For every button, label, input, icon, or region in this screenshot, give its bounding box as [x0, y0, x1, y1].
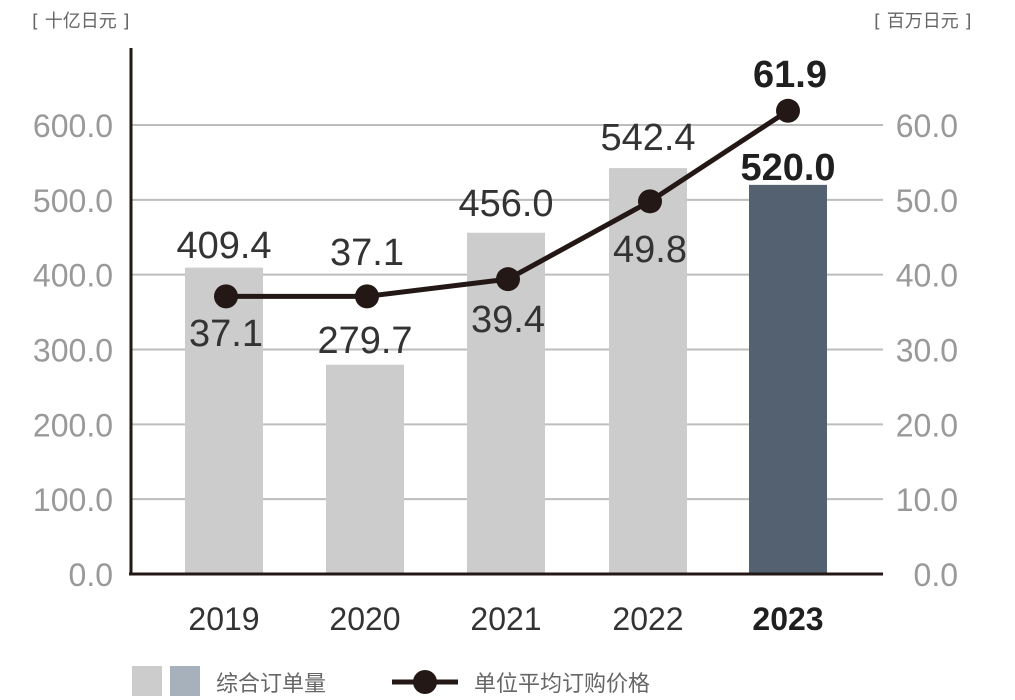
bar-value-label: 456.0 — [458, 183, 553, 225]
legend-bar-label: 综合订单量 — [216, 672, 326, 697]
category-label: 2022 — [612, 601, 683, 637]
legend-line-label: 单位平均订购价格 — [474, 672, 650, 697]
left-tick-label: 0.0 — [69, 557, 113, 593]
right-tick-label: 60.0 — [896, 108, 958, 144]
left-tick-label: 500.0 — [33, 183, 113, 219]
line-marker — [776, 98, 800, 123]
legend-bar-swatch — [132, 666, 162, 696]
line-value-label: 37.1 — [330, 232, 404, 274]
left-tick-label: 200.0 — [33, 407, 113, 443]
right-tick-label: 30.0 — [896, 333, 958, 369]
left-tick-label: 100.0 — [33, 482, 113, 518]
line-marker — [496, 267, 520, 292]
right-tick-label: 0.0 — [914, 557, 958, 593]
bar — [749, 184, 827, 574]
left-tick-label: 300.0 — [33, 333, 113, 369]
category-label: 2019 — [188, 601, 259, 637]
x-axis-categories: 2019 2020 2021 2022 2023 — [188, 601, 823, 637]
bar — [185, 267, 263, 574]
line-marker — [638, 189, 662, 214]
right-tick-label: 50.0 — [896, 183, 958, 219]
right-axis-unit: [ 百万日元 ] — [874, 11, 972, 32]
left-axis-unit: [ 十亿日元 ] — [32, 11, 130, 32]
right-tick-label: 40.0 — [896, 258, 958, 294]
category-label: 2021 — [470, 601, 541, 637]
bar-series: 409.4 279.7 456.0 542.4 520.0 — [176, 117, 836, 574]
bar — [326, 364, 404, 574]
line-series: 37.1 37.1 39.4 49.8 61.9 — [189, 54, 827, 355]
bar-value-label: 542.4 — [600, 117, 695, 159]
line-value-label: 39.4 — [471, 299, 545, 341]
right-axis-ticks: 0.0 10.0 20.0 30.0 40.0 50.0 60.0 — [896, 108, 958, 593]
left-tick-label: 600.0 — [33, 108, 113, 144]
legend: 综合订单量 单位平均订购价格 — [132, 666, 650, 697]
bar-value-label: 279.7 — [317, 320, 412, 362]
left-tick-label: 400.0 — [33, 258, 113, 294]
legend-line-marker — [413, 670, 437, 694]
bar-value-label: 409.4 — [176, 225, 271, 267]
right-tick-label: 20.0 — [896, 407, 958, 443]
left-axis-ticks: 0.0 100.0 200.0 300.0 400.0 500.0 600.0 — [33, 108, 113, 593]
legend-bar-swatch-highlight — [170, 666, 200, 696]
right-tick-label: 10.0 — [896, 482, 958, 518]
category-label: 2020 — [329, 601, 400, 637]
line-value-label: 37.1 — [189, 313, 263, 355]
bar — [609, 168, 687, 574]
bar-value-label: 520.0 — [740, 147, 835, 189]
line-value-label: 49.8 — [613, 229, 687, 271]
line-value-label: 61.9 — [753, 54, 827, 96]
line-marker — [355, 284, 379, 309]
line-marker — [214, 284, 238, 309]
category-label: 2023 — [752, 601, 823, 637]
